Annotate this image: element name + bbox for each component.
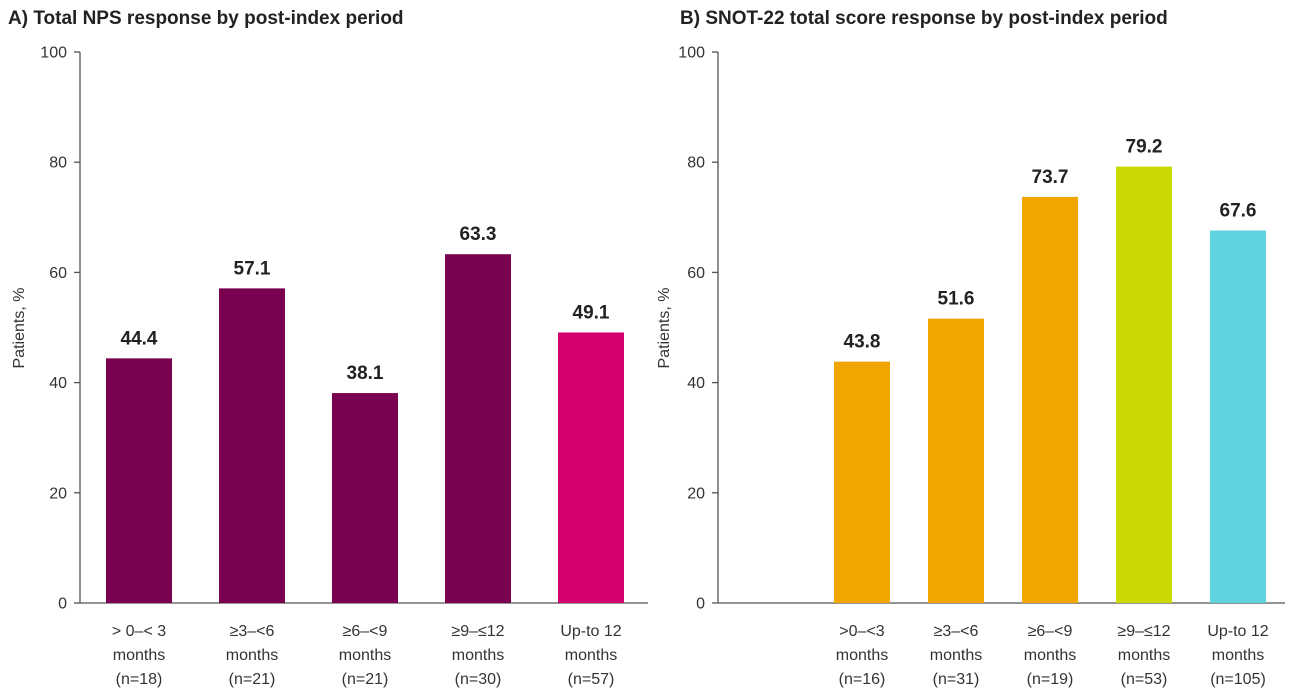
bar-value-label: 43.8 xyxy=(844,332,881,353)
y-tick-label: 40 xyxy=(49,375,67,392)
bar-value-label: 51.6 xyxy=(938,289,975,310)
category-label: (n=53) xyxy=(1121,671,1168,688)
y-tick-label: 20 xyxy=(687,485,705,502)
y-tick-label: 20 xyxy=(49,485,67,502)
panel-b-bars xyxy=(834,166,1266,604)
y-tick-label: 80 xyxy=(49,155,67,172)
panel-a-title: A) Total NPS response by post-index peri… xyxy=(8,8,404,29)
category-label: (n=31) xyxy=(933,671,980,688)
bar xyxy=(106,358,172,603)
bar-value-label: 79.2 xyxy=(1126,137,1163,158)
panel-a-y-axis-title: Patients, % xyxy=(11,288,28,369)
panel-b-ticks: 0 20 40 60 80 100 xyxy=(678,45,718,613)
panel-a: A) Total NPS response by post-index peri… xyxy=(8,8,648,688)
y-tick-label: 0 xyxy=(696,596,705,613)
category-label: months xyxy=(930,647,982,664)
panel-b-category-labels: >0–<3 months (n=16) ≥3–<6 months (n=31) ≥6–<9 m… xyxy=(836,623,1269,688)
category-label: months xyxy=(836,647,888,664)
category-label: (n=30) xyxy=(455,671,502,688)
category-label: months xyxy=(1024,647,1076,664)
category-label: ≥3–<6 xyxy=(230,623,275,640)
panel-a-bars xyxy=(106,254,624,604)
bar-value-label: 63.3 xyxy=(460,224,497,245)
y-tick-label: 100 xyxy=(678,45,705,62)
bar-value-label: 57.1 xyxy=(234,258,271,279)
panel-b-title: B) SNOT-22 total score response by post-… xyxy=(680,8,1168,29)
panel-b-value-labels: 43.8 51.6 73.7 79.2 67.6 xyxy=(844,137,1257,353)
panel-b: B) SNOT-22 total score response by post-… xyxy=(656,8,1285,688)
category-label: months xyxy=(1212,647,1264,664)
category-label: ≥6–<9 xyxy=(343,623,388,640)
y-tick-label: 40 xyxy=(687,375,705,392)
bar xyxy=(1022,196,1078,603)
category-label: > 0–< 3 xyxy=(112,623,166,640)
y-tick-label: 80 xyxy=(687,155,705,172)
y-tick-label: 0 xyxy=(58,596,67,613)
panel-a-category-labels: > 0–< 3 months (n=18) ≥3–<6 months (n=21) ≥6–<… xyxy=(112,623,622,688)
category-label: (n=21) xyxy=(342,671,389,688)
category-label: months xyxy=(226,647,278,664)
panel-b-y-axis-title: Patients, % xyxy=(656,288,673,369)
bar xyxy=(219,288,285,603)
bar-value-label: 73.7 xyxy=(1032,167,1069,188)
category-label: Up-to 12 xyxy=(1207,623,1268,640)
panel-a-value-labels: 44.4 57.1 38.1 63.3 49.1 xyxy=(121,224,610,384)
category-label: months xyxy=(113,647,165,664)
category-label: (n=16) xyxy=(839,671,886,688)
category-label: ≥9–≤12 xyxy=(1117,623,1170,640)
category-label: (n=21) xyxy=(229,671,276,688)
bar xyxy=(1116,166,1172,603)
category-label: months xyxy=(452,647,504,664)
bar xyxy=(558,332,624,603)
bar xyxy=(834,361,890,603)
bar xyxy=(332,393,398,603)
category-label: months xyxy=(565,647,617,664)
bar xyxy=(445,254,511,604)
bar-value-label: 44.4 xyxy=(121,328,158,349)
category-label: ≥9–≤12 xyxy=(451,623,504,640)
category-label: months xyxy=(339,647,391,664)
category-label: Up-to 12 xyxy=(560,623,621,640)
category-label: (n=57) xyxy=(568,671,615,688)
category-label: (n=18) xyxy=(116,671,163,688)
category-label: (n=105) xyxy=(1210,671,1266,688)
bar-value-label: 38.1 xyxy=(347,363,384,384)
category-label: (n=19) xyxy=(1027,671,1074,688)
panel-a-ticks: 0 20 40 60 80 100 xyxy=(40,45,80,613)
category-label: ≥3–<6 xyxy=(934,623,979,640)
bar xyxy=(928,318,984,603)
y-tick-label: 100 xyxy=(40,45,67,62)
y-tick-label: 60 xyxy=(49,265,67,282)
bar-value-label: 67.6 xyxy=(1220,201,1257,222)
category-label: >0–<3 xyxy=(839,623,884,640)
y-tick-label: 60 xyxy=(687,265,705,282)
bar-value-label: 49.1 xyxy=(573,302,610,323)
category-label: months xyxy=(1118,647,1170,664)
bar xyxy=(1210,230,1266,604)
category-label: ≥6–<9 xyxy=(1028,623,1073,640)
